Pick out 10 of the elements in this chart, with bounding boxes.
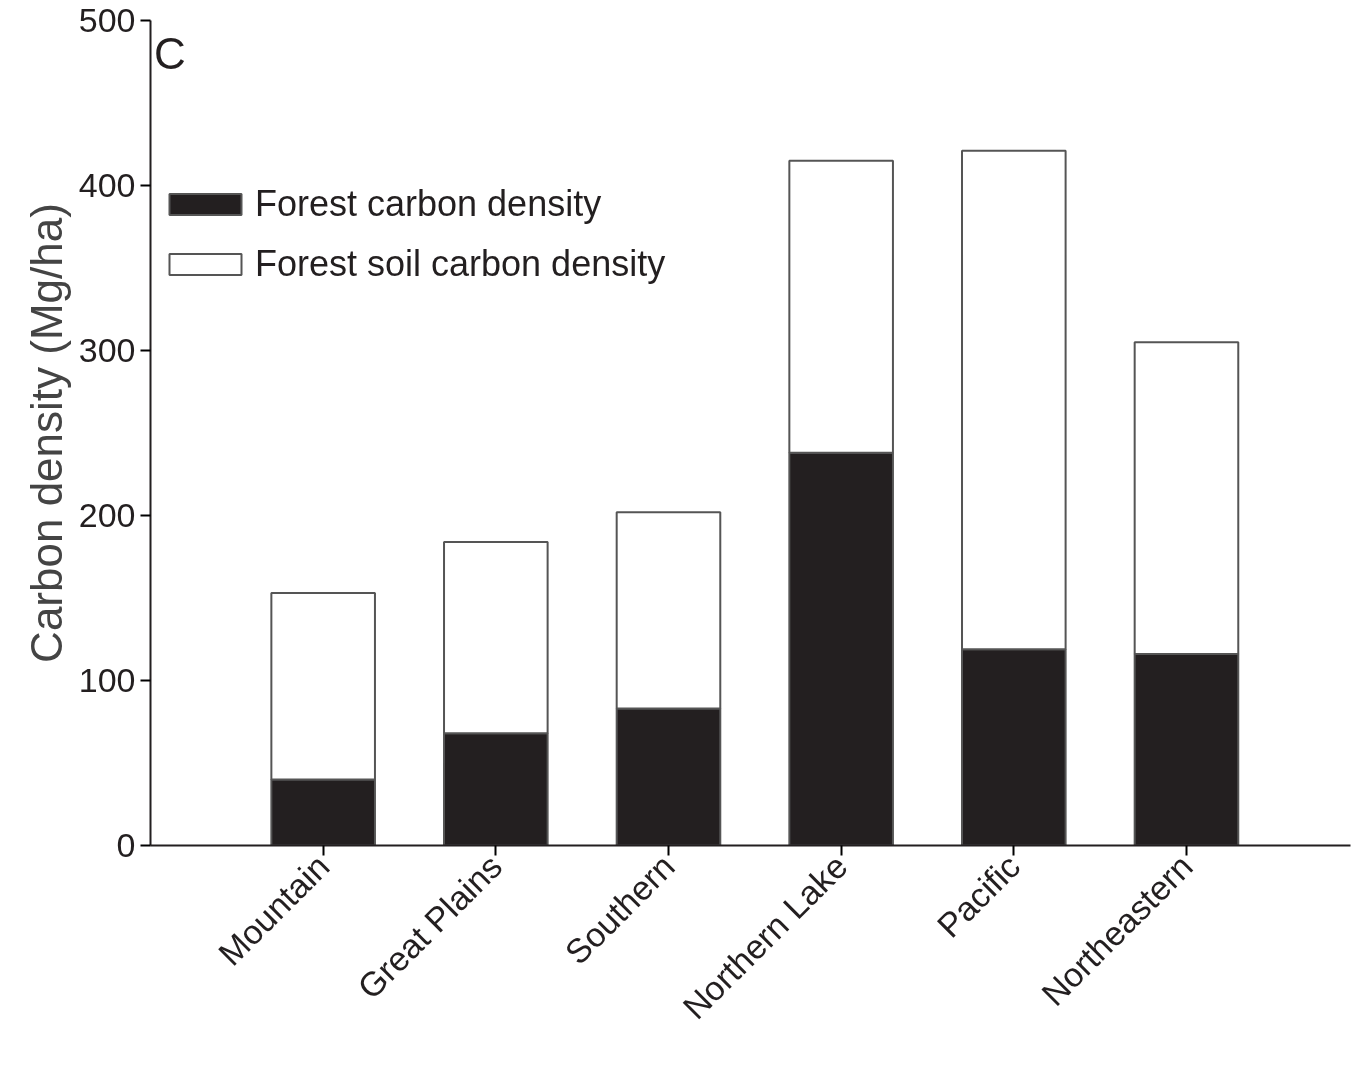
y-tick-label: 200 <box>78 496 136 534</box>
y-tick-label: 500 <box>78 1 136 39</box>
annotation: C <box>153 29 186 79</box>
legend-label: Forest soil carbon density <box>255 243 666 285</box>
y-tick-label: 300 <box>78 331 136 369</box>
y-tick-label: 400 <box>78 166 136 204</box>
y-tick-label: 100 <box>78 661 136 699</box>
y-tick-label: 0 <box>116 826 136 864</box>
legend-label: Forest carbon density <box>255 183 602 225</box>
y-axis-title: Carbon density (Mg/ha) <box>21 203 71 663</box>
